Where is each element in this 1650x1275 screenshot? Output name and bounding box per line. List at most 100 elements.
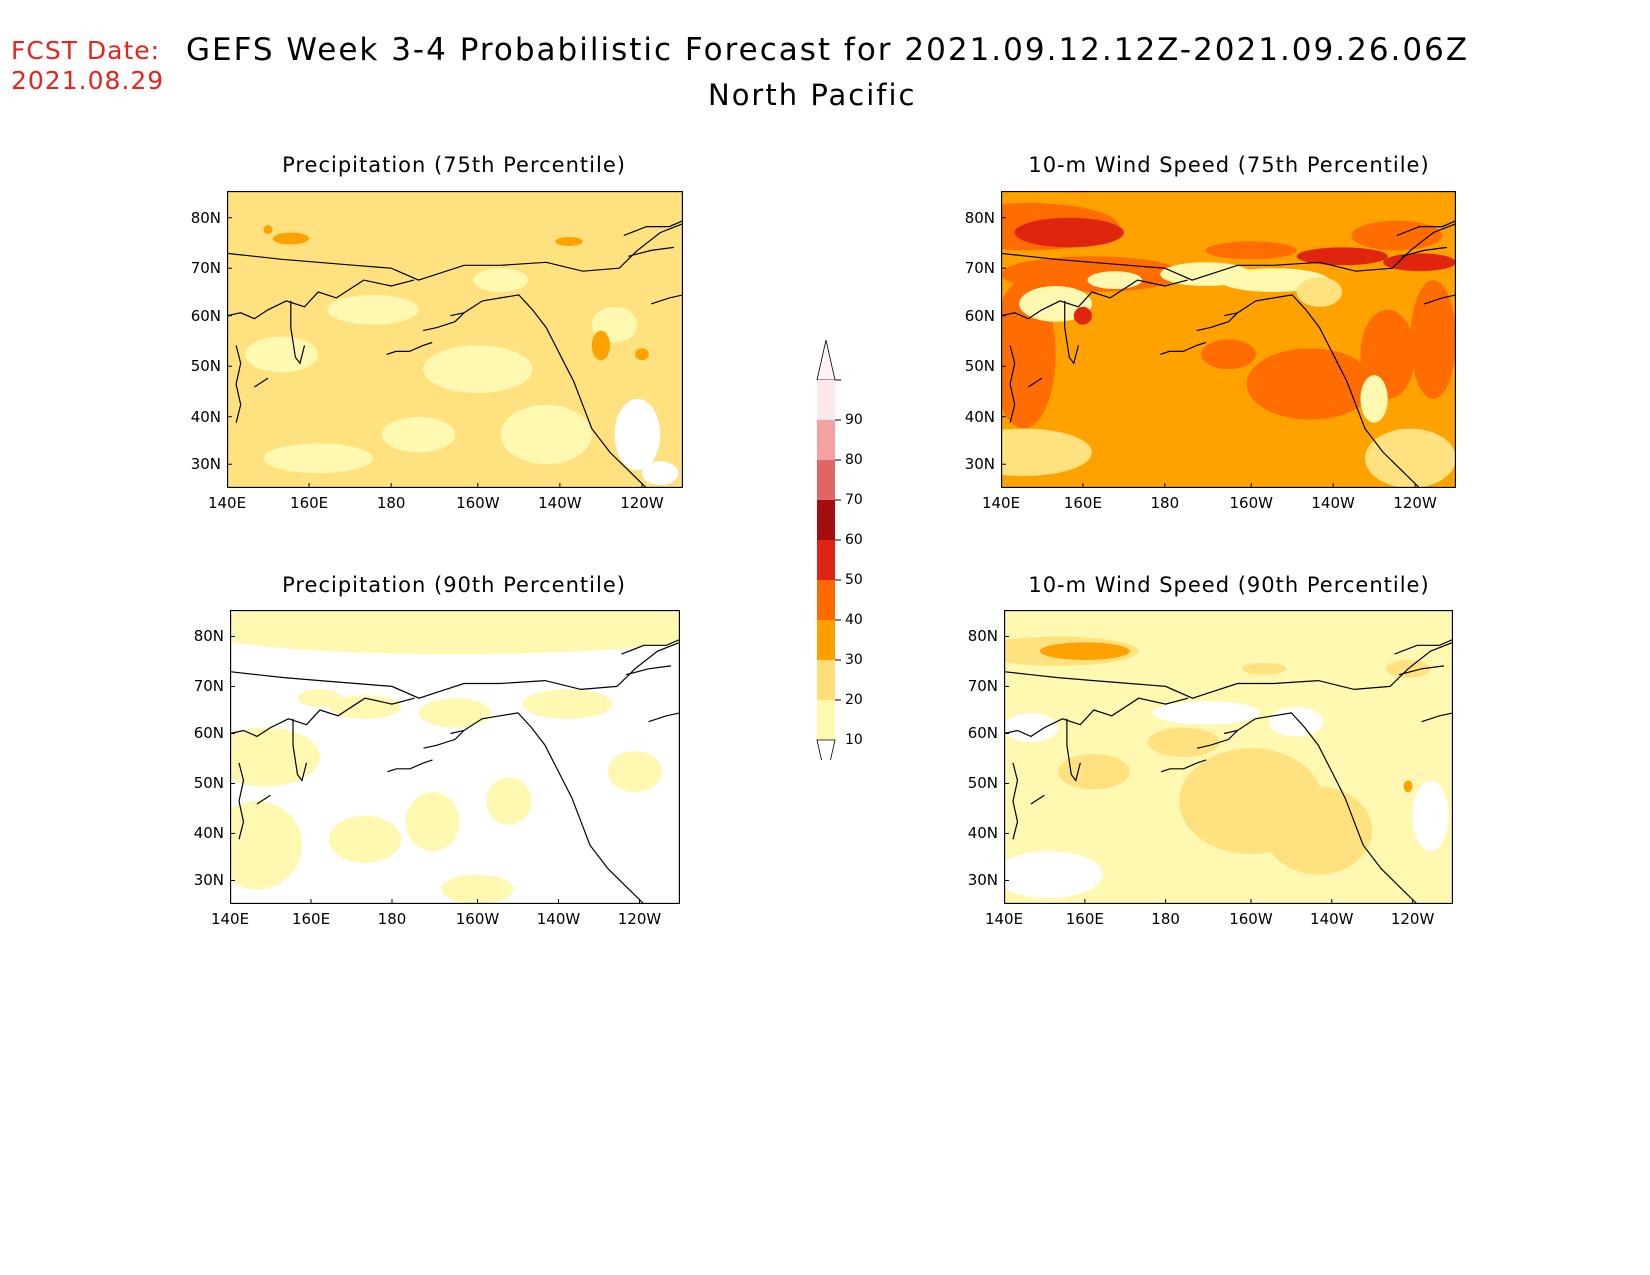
lat-label: 50N (967, 774, 998, 793)
field-patch (1410, 280, 1456, 399)
lon-label: 140W (1311, 494, 1355, 512)
field-patch (1147, 727, 1220, 757)
coastline (628, 246, 674, 257)
lat-label: 30N (193, 871, 224, 890)
field-patch (608, 751, 662, 793)
lon-label: 140E (210, 910, 250, 928)
field-patch (1241, 662, 1287, 675)
field-patch (297, 689, 343, 708)
coastline (1064, 300, 1079, 365)
lon-label: 160W (455, 910, 500, 928)
lon-label: 120W (620, 494, 664, 512)
map-frame (1004, 610, 1453, 904)
colorbar-svg (816, 340, 841, 760)
lat-label: 80N (190, 208, 221, 227)
coastline (650, 294, 683, 305)
colorbar-segment (817, 540, 835, 580)
field-patch (329, 815, 401, 863)
coastline (1066, 718, 1081, 782)
colorbar-top-arrow (816, 340, 836, 381)
colorbar-label: 90 (845, 412, 863, 428)
coastline (1009, 345, 1016, 423)
field-patch (1004, 712, 1058, 743)
map-field-precip90 (230, 610, 680, 904)
colorbar-segment (817, 420, 835, 460)
coastline (290, 300, 306, 365)
coastline (1394, 638, 1453, 655)
lon-label: 160W (456, 494, 500, 512)
coastline (1001, 223, 1456, 281)
field-patch (230, 610, 680, 655)
field-patch (1296, 277, 1343, 307)
forecast-date-value: 2021.08.29 (11, 66, 165, 95)
lon-label: 140W (538, 494, 582, 512)
panel-title-wind90: 10-m Wind Speed (90th Percentile) (1028, 573, 1430, 597)
coastline (238, 762, 245, 840)
field-patch (419, 698, 491, 728)
field-patch (263, 443, 373, 474)
field-patch (1264, 786, 1373, 875)
field-patch (555, 237, 583, 246)
coastline (230, 697, 415, 738)
lat-label: 30N (190, 455, 221, 474)
lat-label: 60N (964, 306, 995, 325)
lon-label: 160W (1229, 910, 1273, 928)
forecast-date: FCST Date: 2021.08.29 (11, 36, 164, 96)
coastline (227, 279, 415, 320)
coastline (1196, 730, 1238, 749)
coastline (623, 220, 683, 237)
colorbar-label: 80 (845, 452, 863, 468)
lat-label: 40N (193, 824, 224, 843)
field-patch (1412, 780, 1449, 852)
lon-label: 180 (376, 494, 406, 512)
coastline (235, 345, 242, 423)
coastline (648, 712, 680, 723)
coastline (227, 223, 683, 281)
map-wind75 (1001, 191, 1456, 488)
coastline (621, 638, 680, 655)
coastline (450, 712, 645, 904)
lat-label: 80N (964, 208, 995, 227)
colorbar-bottom-arrow (816, 739, 836, 760)
lon-label: 160E (1063, 494, 1102, 512)
lon-label: 180 (377, 910, 407, 928)
lat-label: 70N (190, 259, 221, 278)
field-patch (382, 416, 455, 453)
field-patch (1087, 271, 1143, 290)
field-patch (423, 345, 533, 393)
colorbar-segment (817, 380, 835, 420)
lat-label: 30N (964, 455, 995, 474)
field-patch (1383, 253, 1456, 272)
colorbar-segment (817, 580, 835, 620)
map-field-precip75 (227, 191, 683, 488)
coastline (422, 312, 465, 332)
colorbar-segment (817, 620, 835, 660)
field-patch (329, 695, 401, 719)
coastline (386, 341, 433, 355)
lon-label: 140W (536, 910, 581, 928)
lat-label: 40N (964, 407, 995, 426)
field-patch (1004, 851, 1103, 899)
lat-label: 60N (193, 724, 224, 743)
field-patch (1073, 306, 1092, 325)
colorbar-segment (817, 700, 835, 740)
map-precip75 (227, 191, 683, 488)
lat-label: 80N (967, 627, 998, 646)
field-patch (1365, 428, 1456, 488)
field-patch (1268, 707, 1323, 737)
map-frame (230, 610, 680, 904)
colorbar-label: 10 (845, 732, 863, 748)
field-patch (1360, 375, 1388, 423)
field-patch (1246, 348, 1375, 420)
lon-label: 120W (617, 910, 662, 928)
lat-label: 50N (964, 357, 995, 376)
lon-label: 120W (1393, 494, 1437, 512)
coastline (1421, 712, 1453, 723)
field-patch (1014, 217, 1124, 248)
field-patch (486, 777, 532, 825)
coastline (1398, 665, 1445, 676)
field-patch (1205, 241, 1297, 260)
coastline (450, 294, 647, 488)
panel-title-wind75: 10-m Wind Speed (75th Percentile) (1028, 153, 1430, 177)
coastline (387, 759, 433, 773)
